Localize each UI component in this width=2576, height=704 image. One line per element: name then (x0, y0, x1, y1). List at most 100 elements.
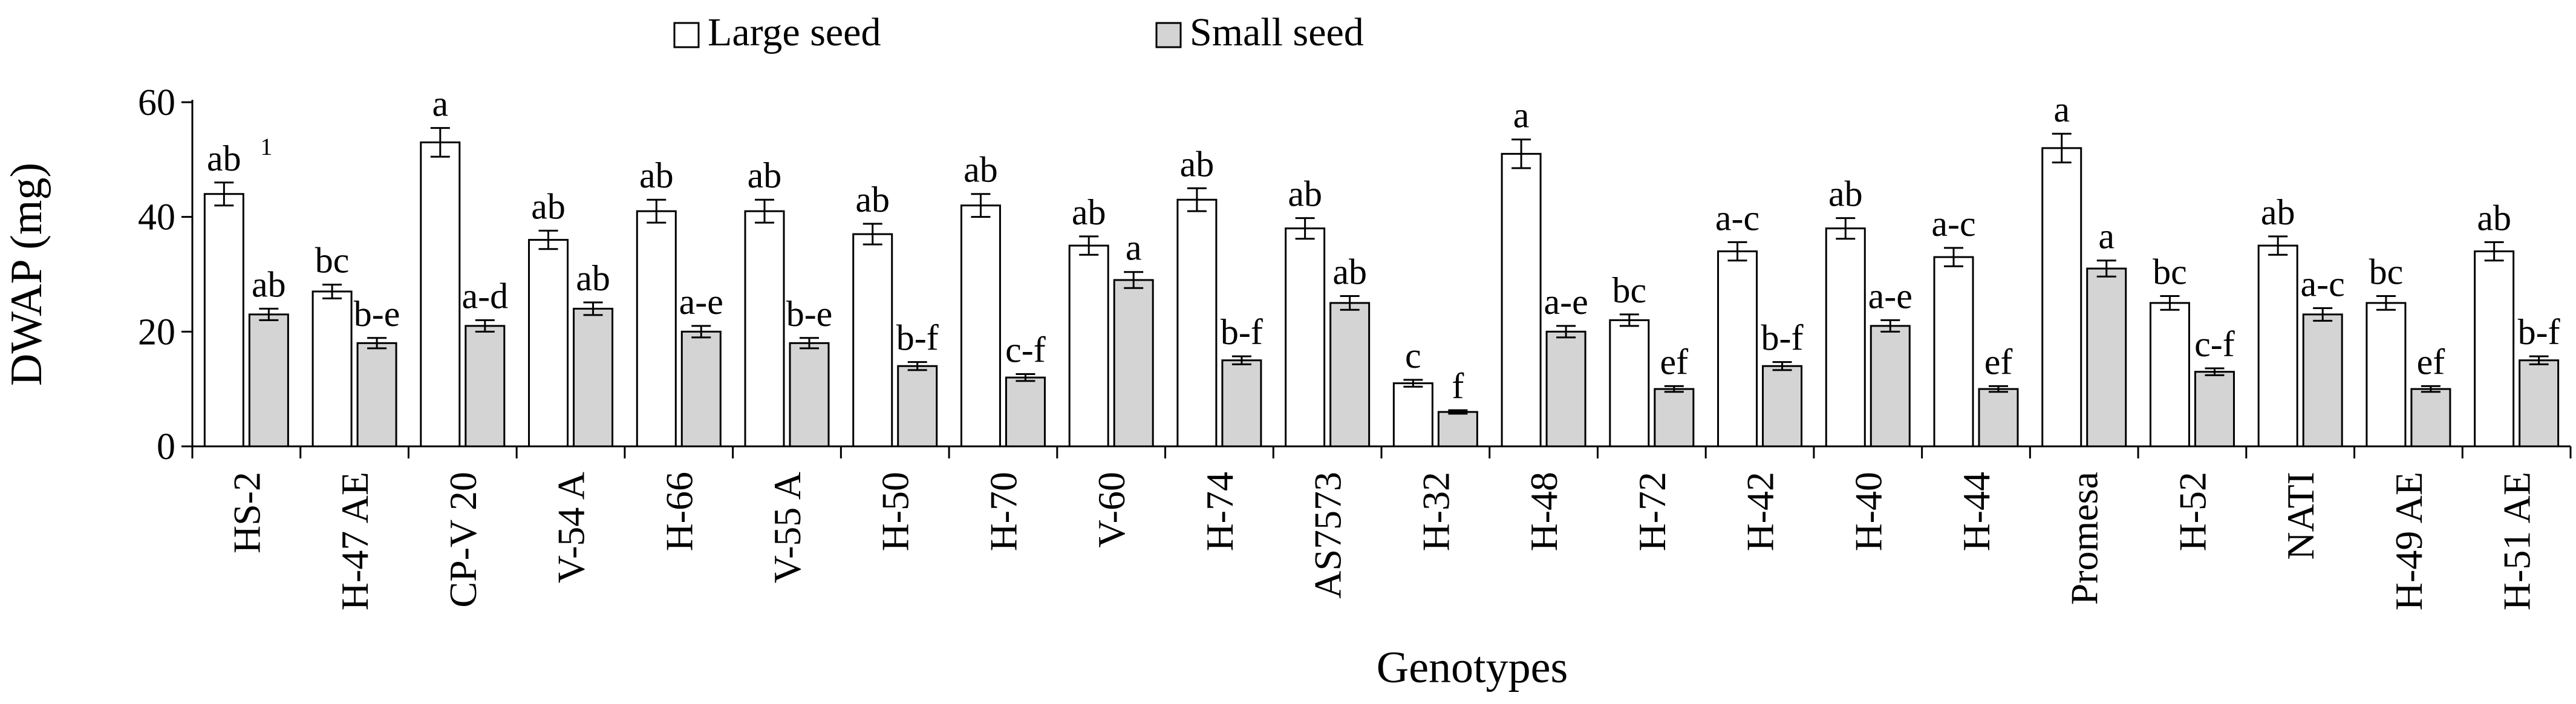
x-tick-label-11: H-32 (1414, 472, 1457, 552)
bar-label-small-14: b-f (1761, 318, 1804, 358)
bar-small-4 (680, 330, 722, 448)
bar-label-small-0: ab (252, 264, 286, 304)
x-tick-label-6: H-50 (874, 472, 917, 552)
y-axis-title: DWAP (mg) (2, 163, 51, 386)
bar-label-large-14: a-c (1715, 198, 1759, 238)
bar-small-7 (1005, 376, 1046, 448)
bar-label-small-1: b-e (354, 294, 400, 334)
bar-large-11 (1392, 382, 1433, 448)
legend-swatch-small-seed (1155, 22, 1182, 48)
bar-label-large-10: ab (1288, 174, 1322, 214)
bar-small-13 (1654, 388, 1695, 448)
bar-small-3 (573, 307, 614, 448)
bar-small-1 (356, 342, 397, 448)
bar-label-large-5: ab (748, 155, 782, 195)
bar-large-2 (420, 141, 461, 448)
bar-large-15 (1825, 227, 1866, 448)
bar-small-5 (789, 342, 830, 448)
bar-label-small-2: a-d (462, 276, 509, 316)
bar-label-large-21: ab (2477, 198, 2511, 238)
bar-label-large-4: ab (639, 155, 674, 195)
x-tick-label-18: H-52 (2171, 472, 2214, 552)
x-axis: HS-2 H-47 AE CP-V 20 V-54 A H-66 V-55 A H-50 H-… (191, 445, 2572, 610)
bar-small-20 (2410, 388, 2451, 448)
bar-label-large-11: c (1405, 336, 1421, 376)
bar-label-large-20: bc (2369, 252, 2404, 292)
bar-large-5 (744, 210, 785, 448)
bar-label-small-17: a (2098, 217, 2115, 256)
bar-label-small-15: a-e (1868, 276, 1912, 316)
bar-label-small-4: a-e (679, 282, 723, 322)
legend-label-small-seed: Small seed (1190, 10, 1364, 54)
x-tick-label-8: V-60 (1090, 472, 1133, 548)
bar-label-large-13: bc (1612, 270, 1646, 310)
bar-label-large-8: ab (1072, 192, 1106, 232)
bar-small-19 (2302, 313, 2343, 448)
x-tick-label-20: H-49 AE (2387, 472, 2430, 610)
bar-label-small-12: a-e (1544, 282, 1588, 322)
bar-label-small-9: b-f (1221, 312, 1263, 352)
bar-small-8 (1113, 279, 1154, 448)
bar-small-16 (1978, 388, 2019, 448)
bar-small-17 (2086, 267, 2127, 448)
bar-small-9 (1221, 359, 1262, 448)
x-tick-label-12: H-48 (1522, 472, 1565, 552)
bar-large-6 (852, 233, 893, 448)
legend-label-large-seed: Large seed (708, 10, 881, 54)
x-tick-label-15: H-40 (1847, 472, 1890, 552)
footnote-marker: 1 (260, 133, 272, 160)
bar-label-large-16: a-c (1931, 204, 1975, 244)
bar-large-20 (2366, 302, 2407, 448)
bar-label-large-0: ab (207, 139, 241, 178)
bar-small-6 (897, 365, 938, 448)
bar-label-small-5: b-e (786, 294, 833, 334)
bar-label-small-16: ef (1984, 342, 2013, 382)
bar-small-0 (248, 313, 289, 448)
x-tick-label-7: H-70 (982, 472, 1025, 552)
x-tick-label-0: HS-2 (225, 472, 268, 553)
x-tick-label-13: H-72 (1631, 472, 1674, 552)
bar-label-small-19: a-c (2301, 264, 2345, 304)
legend-swatch-large-seed (673, 22, 700, 48)
x-tick-label-3: V-54 A (550, 472, 593, 583)
x-tick-label-9: H-74 (1198, 472, 1241, 552)
bar-small-14 (1762, 365, 1803, 448)
x-tick-label-21: H-51 AE (2496, 472, 2539, 610)
bar-label-large-6: ab (855, 180, 890, 220)
bar-large-14 (1717, 250, 1758, 448)
x-tick-label-17: Promesa (2063, 472, 2106, 605)
y-axis: 0 20 40 60 (138, 82, 194, 468)
bar-large-19 (2257, 244, 2298, 448)
bar-label-large-15: ab (1828, 174, 1863, 214)
bar-label-large-12: a (1513, 96, 1530, 135)
bar-large-7 (960, 204, 1001, 448)
x-tick-label-19: NATI (2279, 472, 2322, 560)
bar-label-large-19: ab (2261, 192, 2295, 232)
bar-label-large-18: bc (2153, 252, 2187, 292)
x-tick-label-1: H-47 AE (333, 472, 376, 610)
bar-large-12 (1501, 152, 1542, 448)
y-tick-label-2: 40 (138, 197, 175, 238)
bar-large-8 (1068, 244, 1109, 448)
y-tick-label-1: 20 (138, 311, 175, 353)
x-tick-label-16: H-44 (1955, 472, 1998, 552)
bars: ab 1abbcb-eaa-dabababa-eabb-eabb-fabc-fab… (203, 84, 2560, 448)
bar-label-small-21: b-f (2518, 312, 2560, 352)
bar-label-small-10: ab (1332, 252, 1367, 292)
legend: Large seed Small seed (673, 10, 1364, 54)
bar-large-10 (1285, 227, 1326, 448)
bar-small-2 (465, 325, 506, 448)
bar-label-small-20: ef (2417, 342, 2445, 382)
x-tick-label-4: H-66 (657, 472, 700, 552)
bar-label-small-11: f (1452, 366, 1464, 406)
bar-large-1 (311, 290, 353, 448)
bar-label-small-8: a (1126, 228, 1142, 268)
bar-small-10 (1329, 302, 1371, 448)
y-tick-label-0: 0 (157, 426, 175, 468)
x-tick-label-10: AS7573 (1306, 472, 1349, 599)
bar-label-large-7: ab (964, 150, 998, 190)
bar-large-16 (1933, 256, 1974, 448)
x-tick-label-2: CP-V 20 (442, 472, 484, 608)
bar-small-11 (1437, 411, 1478, 448)
